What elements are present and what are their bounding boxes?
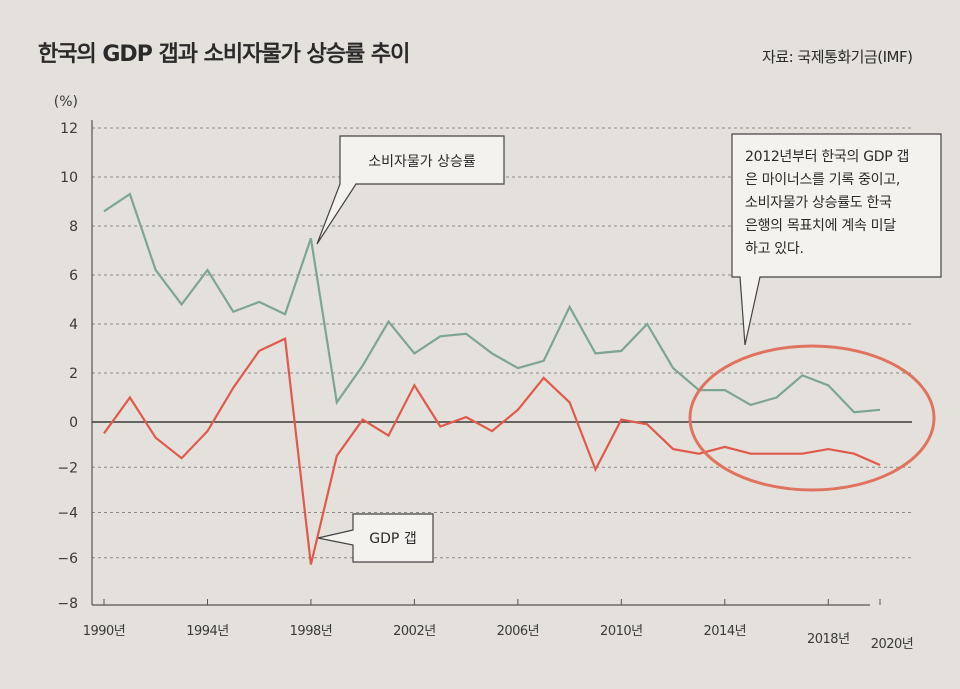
x-tick-label: 2010년 [600, 624, 643, 639]
note-text-line: 은 마이너스를 기록 중이고, [745, 172, 900, 188]
gdp-gap-line [103, 337, 881, 565]
y-tick-label: −6 [57, 551, 78, 567]
y-tick-label: 0 [69, 415, 78, 431]
y-tick-label: 8 [69, 219, 78, 235]
highlight-ellipse [688, 344, 936, 492]
y-tick-label: −8 [57, 596, 78, 612]
x-tick-label: 1990년 [83, 624, 126, 639]
axes: 12 10 8 6 4 2 0 −2 −4 −6 −8 (%) 1990년 1994년 1998년 2002년… [54, 94, 914, 652]
x-tick-label: 2014년 [704, 624, 747, 639]
y-tick-label: 12 [60, 121, 78, 137]
x-tick-label: 2002년 [393, 624, 436, 639]
series-lines [103, 192, 881, 565]
y-tick-label: 10 [60, 170, 78, 186]
cpi-callout-box [316, 135, 505, 245]
x-tick-label: 2006년 [497, 624, 540, 639]
cpi-series-label: 소비자물가 상승률 [368, 154, 476, 170]
chart-source: 자료: 국제통화기금(IMF) [762, 48, 913, 66]
note-callout-box [731, 133, 942, 346]
y-axis-unit: (%) [54, 94, 78, 110]
y-tick-label: 4 [69, 317, 78, 333]
y-tick-label: −4 [57, 506, 78, 522]
x-tick-label: 1998년 [290, 624, 333, 639]
y-tick-label: 2 [69, 366, 78, 382]
note-text-line: 은행의 목표치에 계속 미달 [745, 218, 896, 234]
chart-title: 한국의 GDP 갭과 소비자물가 상승률 추이 [38, 42, 410, 67]
gdp-gap-callout-box [317, 513, 434, 563]
y-tick-label: 6 [69, 268, 78, 284]
note-text-line: 소비자물가 상승률도 한국 [745, 195, 892, 211]
x-tick-label: 2018년 [807, 632, 850, 647]
y-tick-label: −2 [57, 460, 78, 476]
note-text-line: 하고 있다. [745, 241, 804, 257]
note-text-line: 2012년부터 한국의 GDP 갭 [745, 149, 909, 165]
gdp-gap-series-label: GDP 갭 [369, 531, 416, 547]
x-tick-label: 1994년 [186, 624, 229, 639]
x-tick-label: 2020년 [871, 637, 914, 652]
callouts: 소비자물가 상승률 GDP 갭 2012년부터 한국의 GDP 갭은 마이너스를 기… [316, 133, 942, 563]
cpi-line [103, 192, 881, 414]
